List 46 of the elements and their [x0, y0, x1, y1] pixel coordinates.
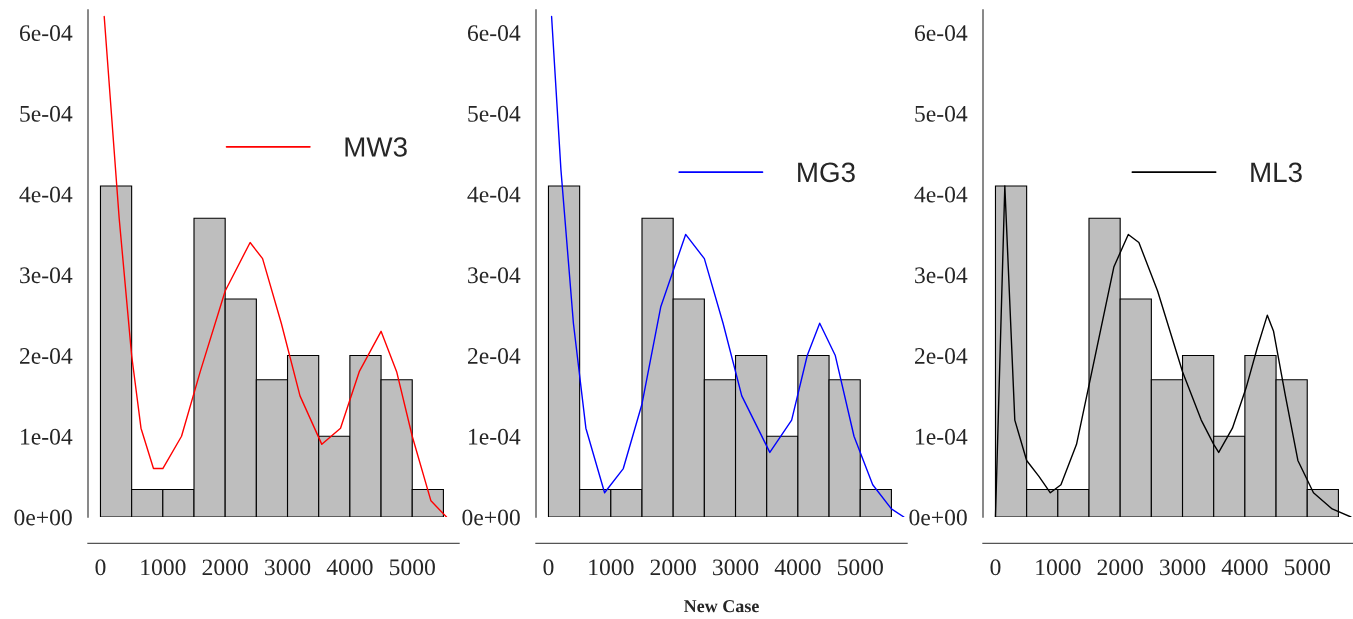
x-tick-label: 1000: [1036, 559, 1081, 576]
x-tick-label: 2000: [202, 559, 248, 576]
x-tick-label: 0: [95, 559, 106, 576]
legend-label: MG3: [798, 162, 855, 183]
y-tick-label: 2e-04: [20, 348, 73, 364]
x-tick-label: 4000: [774, 559, 821, 576]
y-tick-label: 5e-04: [468, 105, 521, 122]
line-series: [103, 15, 448, 517]
x-tick-label: 3000: [265, 559, 311, 576]
x-tick-label: 3000: [713, 559, 759, 576]
x-tick-label: 1000: [589, 559, 634, 576]
y-tick-label: 2e-04: [468, 348, 521, 364]
y-tick-label: 1e-04: [469, 428, 521, 445]
y-tick-label: 6e-04: [914, 25, 968, 42]
y-tick-label: 6e-04: [19, 25, 73, 42]
y-tick-label: 5e-04: [20, 105, 73, 122]
y-tick-label: 4e-04: [19, 186, 73, 203]
line-series: [550, 15, 905, 517]
y-tick-label: 3e-04: [20, 267, 73, 284]
x-tick-label: 4000: [326, 559, 373, 576]
y-tick-label: 6e-04: [467, 25, 521, 42]
legend-label: MW3: [345, 137, 407, 157]
y-tick-label: 4e-04: [467, 186, 521, 203]
legend-label: ML3: [1251, 162, 1302, 183]
y-tick-label: 4e-04: [914, 186, 968, 203]
x-tick-label: 2000: [1097, 559, 1143, 576]
y-tick-label: 5e-04: [915, 105, 968, 122]
x-tick-label: 1000: [141, 559, 186, 576]
x-tick-label: 5000: [390, 559, 435, 576]
line-series: [994, 185, 1352, 517]
x-tick-label: 0: [543, 559, 554, 576]
y-tick-label: 2e-04: [915, 348, 968, 364]
x-tick-label: 5000: [838, 559, 883, 576]
y-tick-label: 1e-04: [916, 428, 968, 445]
y-tick-label: 0e+00: [909, 509, 967, 526]
x-axis-title: New Case: [683, 600, 759, 613]
y-tick-label: 0e+00: [14, 509, 72, 526]
x-tick-label: 4000: [1221, 559, 1268, 576]
x-tick-label: 2000: [650, 559, 696, 576]
y-tick-label: 1e-04: [21, 428, 73, 445]
x-tick-label: 3000: [1160, 559, 1206, 576]
x-tick-label: 0: [990, 559, 1001, 576]
x-tick-label: 5000: [1285, 559, 1330, 576]
y-tick-label: 3e-04: [468, 267, 521, 284]
y-tick-label: 3e-04: [915, 267, 968, 284]
y-tick-label: 0e+00: [462, 509, 520, 526]
